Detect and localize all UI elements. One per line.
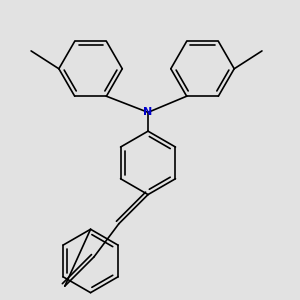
Text: N: N [143, 107, 153, 117]
